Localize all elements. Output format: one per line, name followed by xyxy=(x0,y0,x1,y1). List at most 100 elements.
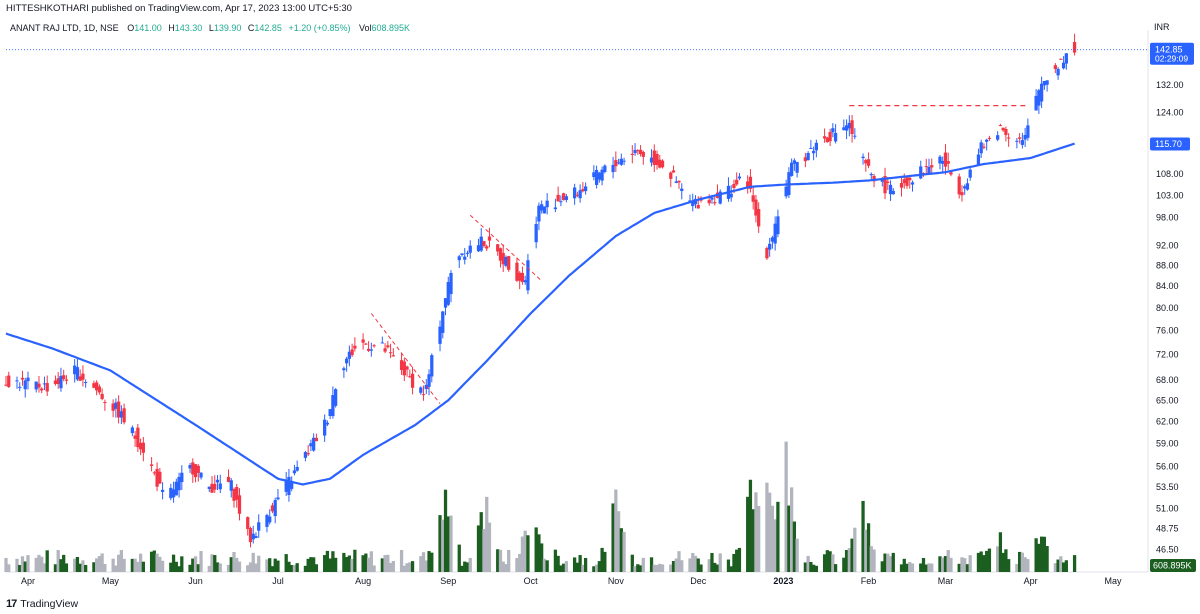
volume-bar xyxy=(314,564,319,572)
volume-bar xyxy=(372,565,376,572)
candle-body xyxy=(347,351,352,359)
volume-bar xyxy=(1001,552,1005,572)
countdown-value: 02:29:09 xyxy=(1155,54,1188,64)
volume-bar xyxy=(729,566,733,572)
candle-body xyxy=(578,190,582,199)
candle-body xyxy=(864,160,868,164)
high-label: H xyxy=(168,23,175,33)
volume-bar xyxy=(45,550,49,572)
open-label: O xyxy=(127,23,135,33)
candle-body xyxy=(251,533,255,540)
volume-bar xyxy=(119,550,124,572)
candle-body xyxy=(284,480,288,492)
volume-bar xyxy=(188,564,192,572)
volume-bar xyxy=(114,565,118,572)
candle-body xyxy=(707,199,711,204)
volume-bar xyxy=(7,564,11,572)
y-tick-label: 46.50 xyxy=(1156,544,1179,554)
candle-body xyxy=(171,489,176,498)
candle-body xyxy=(1026,125,1030,138)
x-tick-label: May xyxy=(102,576,120,586)
candle-body xyxy=(883,175,887,194)
volume-bar xyxy=(869,546,873,572)
volume-bar xyxy=(369,551,373,572)
candle-body xyxy=(504,257,508,266)
candle-body xyxy=(773,223,777,244)
volume-bar xyxy=(174,561,178,572)
candle-body xyxy=(809,148,813,150)
volume-bar xyxy=(328,558,332,572)
volume-bar xyxy=(56,550,60,572)
candle-body xyxy=(468,245,472,253)
volume-bar xyxy=(141,561,145,572)
volume-bar xyxy=(811,564,816,572)
candle-body xyxy=(45,383,49,392)
candle-body xyxy=(825,137,829,143)
candle-body xyxy=(496,244,500,252)
volume-bar xyxy=(575,562,580,572)
candle-body xyxy=(479,236,483,251)
candle-body xyxy=(748,176,753,189)
volume-bar xyxy=(732,553,736,572)
candle-body xyxy=(314,437,319,442)
volume-bar xyxy=(408,562,412,572)
volume-bar xyxy=(34,557,38,572)
volume-bar xyxy=(1026,559,1030,572)
candle-body xyxy=(122,408,126,423)
volume-bar xyxy=(930,563,934,572)
volume-bar xyxy=(790,487,794,572)
candle-body xyxy=(119,411,124,418)
candle-body xyxy=(1034,95,1038,111)
volume-bar xyxy=(641,557,645,572)
volume-bar xyxy=(770,505,775,572)
volume-bar xyxy=(246,565,250,572)
candle-body xyxy=(20,377,25,380)
volume-bar xyxy=(235,557,239,572)
volume-bar xyxy=(18,564,22,572)
candle-body xyxy=(886,181,890,183)
candle-body xyxy=(191,462,195,475)
candle-body xyxy=(649,157,654,163)
candle-body xyxy=(424,384,428,390)
volume-bar xyxy=(693,555,698,572)
candle-body xyxy=(1072,42,1077,53)
high-value: 143.30 xyxy=(174,23,203,33)
volume-bar xyxy=(757,505,761,572)
volume-bar xyxy=(424,560,428,572)
volume-bar xyxy=(15,558,19,572)
volume-bar xyxy=(507,549,511,572)
symbol-name[interactable]: ANANT RAJ LTD, 1D, NSE xyxy=(10,23,119,33)
volume-bar xyxy=(303,565,308,572)
volume-bar xyxy=(828,551,832,572)
volume-bar xyxy=(1072,555,1077,572)
volume-bar xyxy=(968,555,972,572)
candle-body xyxy=(833,132,838,142)
volume-bar xyxy=(660,564,665,572)
y-tick-label: 88.00 xyxy=(1156,260,1179,270)
x-tick-label: Feb xyxy=(861,576,877,586)
candle-body xyxy=(410,373,415,388)
candle-body xyxy=(361,339,365,343)
candle-body xyxy=(73,365,77,375)
candle-body xyxy=(680,188,684,192)
volume-bar xyxy=(946,550,950,572)
candle-body xyxy=(732,183,736,189)
volume-bar xyxy=(81,560,85,572)
volume-bar xyxy=(1059,556,1063,572)
tradingview-brand[interactable]: 17 TradingView xyxy=(6,598,78,610)
candle-body xyxy=(677,180,681,183)
last-price-value: 142.85 xyxy=(1155,45,1183,55)
candle-body xyxy=(485,246,489,249)
volume-bar xyxy=(270,566,275,572)
candle-body xyxy=(26,377,30,382)
x-tick-label: Nov xyxy=(608,576,625,586)
candle-body xyxy=(169,487,173,499)
candle-body xyxy=(930,165,934,168)
candle-body xyxy=(968,169,972,178)
candle-body xyxy=(636,150,640,152)
volume-bar xyxy=(229,557,233,572)
candle-body xyxy=(15,380,19,382)
candle-body xyxy=(581,189,585,192)
candle-body xyxy=(443,298,448,308)
volume-bar xyxy=(177,566,181,572)
